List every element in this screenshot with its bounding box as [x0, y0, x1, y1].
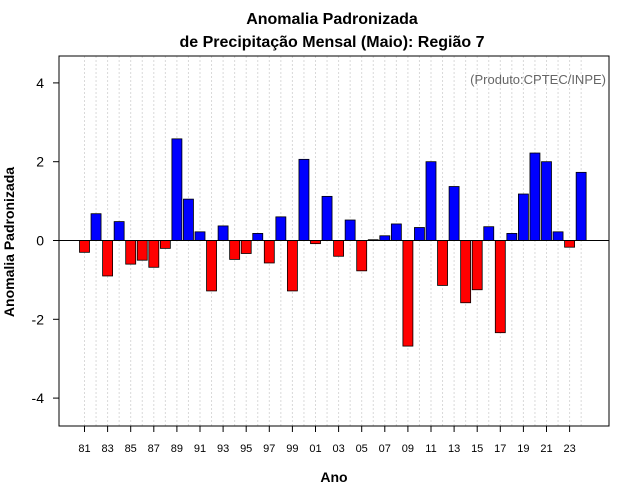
bar-1998 [275, 216, 287, 241]
y-axis: -4 -2 0 2 4 [32, 75, 59, 406]
bar-2005 [356, 240, 368, 272]
y-tick-label: 0 [36, 233, 44, 249]
x-tick-label: 99 [286, 443, 298, 455]
bar-2024 [575, 171, 587, 241]
bar-2007 [379, 235, 391, 241]
bar-2014 [460, 240, 472, 304]
x-tick-label: 13 [448, 443, 460, 455]
y-tick-label: 2 [36, 154, 44, 170]
x-tick-label: 93 [217, 443, 229, 455]
bar-1990 [183, 198, 194, 241]
bar-1991 [194, 231, 206, 241]
bar-1984 [113, 221, 125, 241]
x-axis-label: Ano [320, 469, 347, 485]
bar-1993 [217, 225, 229, 241]
bar-1985 [125, 240, 137, 265]
x-tick-label: 11 [425, 443, 436, 455]
bar-2000 [298, 158, 310, 241]
bar-1997 [263, 240, 275, 264]
bar-2020 [529, 152, 541, 241]
x-tick-label: 03 [332, 443, 344, 455]
bar-2003 [333, 240, 345, 257]
bar-1986 [136, 240, 148, 261]
x-axis: 81 83 85 87 89 91 93 95 97 99 01 03 05 07 09 11 13 15 17 19… [78, 426, 576, 455]
bar-1992 [206, 240, 217, 292]
x-tick-label: 19 [517, 443, 529, 455]
bar-2008 [390, 223, 402, 241]
x-tick-label: 01 [309, 443, 321, 455]
bar-2004 [344, 219, 356, 241]
y-tick-label: -2 [32, 311, 45, 327]
bar-1987 [148, 240, 160, 268]
bar-1983 [102, 240, 113, 277]
bar-2023 [564, 240, 575, 248]
bar-1981 [79, 240, 90, 253]
bar-2010 [414, 227, 425, 241]
bars [79, 138, 587, 347]
x-tick-label: 81 [78, 443, 90, 455]
bar-2013 [448, 186, 460, 241]
bar-2017 [494, 240, 506, 334]
x-tick-label: 83 [101, 443, 113, 455]
x-tick-label: 91 [194, 443, 206, 455]
bar-1994 [229, 240, 241, 260]
bar-1996 [252, 233, 264, 241]
bar-1988 [159, 240, 171, 249]
x-tick-label: 05 [356, 443, 368, 455]
y-axis-label: Anomalia Padronizada [1, 167, 17, 317]
y-tick-label: 4 [36, 75, 44, 91]
x-tick-label: 89 [171, 443, 183, 455]
bar-2019 [518, 193, 529, 241]
x-tick-label: 15 [471, 443, 483, 455]
x-tick-label: 23 [563, 443, 575, 455]
chart-title-line2: de Precipitação Mensal (Maio): Região 7 [180, 34, 485, 51]
x-tick-label: 85 [125, 443, 137, 455]
x-tick-label: 97 [263, 443, 275, 455]
bar-1999 [286, 240, 298, 292]
x-tick-label: 07 [379, 443, 391, 455]
bar-1989 [171, 138, 183, 241]
bar-2009 [402, 240, 414, 347]
x-tick-label: 21 [540, 443, 552, 455]
x-tick-label: 95 [240, 443, 252, 455]
bar-1995 [240, 240, 252, 254]
bar-2015 [471, 240, 483, 291]
bar-2012 [437, 240, 448, 286]
x-tick-label: 09 [402, 443, 414, 455]
bar-1982 [90, 213, 102, 241]
y-tick-label: -4 [32, 390, 45, 406]
bar-2016 [483, 226, 495, 241]
source-annotation: (Produto:CPTEC/INPE) [470, 72, 606, 87]
bar-2002 [321, 195, 333, 241]
chart-title-line1: Anomalia Padronizada [246, 11, 418, 28]
x-tick-label: 17 [494, 443, 506, 455]
bar-2021 [541, 161, 552, 241]
x-tick-label: 87 [148, 443, 160, 455]
bar-2011 [425, 161, 437, 241]
bar-2018 [506, 233, 518, 241]
bar-2022 [552, 231, 564, 241]
